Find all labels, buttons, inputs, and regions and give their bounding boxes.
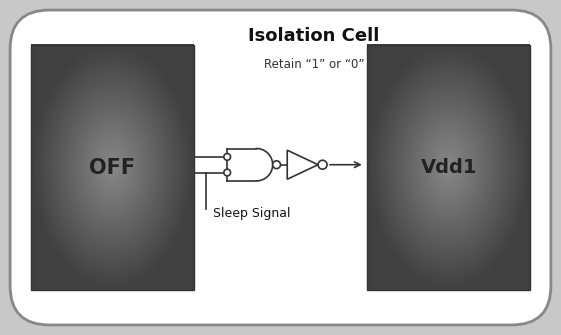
Text: Sleep Signal: Sleep Signal — [213, 207, 290, 219]
Polygon shape — [256, 148, 273, 181]
Polygon shape — [287, 150, 318, 179]
FancyBboxPatch shape — [10, 10, 551, 325]
Circle shape — [224, 169, 231, 176]
Text: OFF: OFF — [89, 157, 135, 178]
Polygon shape — [227, 148, 256, 181]
Text: Isolation Cell: Isolation Cell — [249, 27, 380, 45]
Text: Vdd1: Vdd1 — [421, 158, 477, 177]
Circle shape — [318, 160, 327, 169]
Circle shape — [224, 153, 231, 160]
Bar — [31, 45, 194, 290]
Text: Retain “1” or “0”: Retain “1” or “0” — [264, 58, 365, 71]
Bar — [367, 45, 530, 290]
Circle shape — [273, 161, 280, 169]
